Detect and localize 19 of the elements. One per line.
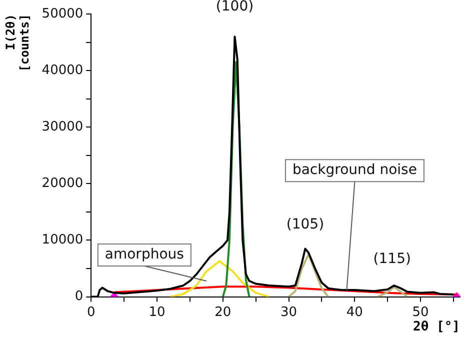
y-tick-label: 30000 [42, 119, 84, 134]
x-tick-label: 30 [280, 304, 298, 320]
x-axis-title: 2θ [°] [413, 320, 460, 335]
annotation: background noise [292, 162, 417, 178]
y-tick-label: 20000 [42, 176, 84, 192]
x-tick-label: 0 [87, 304, 96, 320]
y-tick-label: 0 [74, 289, 84, 304]
y-tick-label: 40000 [42, 62, 84, 78]
y-axis-title: I(2θ) [counts] [3, 14, 32, 72]
x-tick-label: 10 [148, 304, 166, 320]
annotation: (100) [216, 0, 254, 14]
annotation: (105) [286, 216, 324, 232]
y-tick-label: 50000 [42, 6, 84, 22]
x-tick-label: 40 [346, 304, 363, 320]
y-tick-label: 10000 [42, 232, 84, 248]
annotation: (115) [373, 251, 411, 268]
x-tick-label: 20 [214, 304, 232, 320]
annotation: amorphous [104, 246, 184, 263]
x-tick-label: 50 [412, 304, 429, 320]
